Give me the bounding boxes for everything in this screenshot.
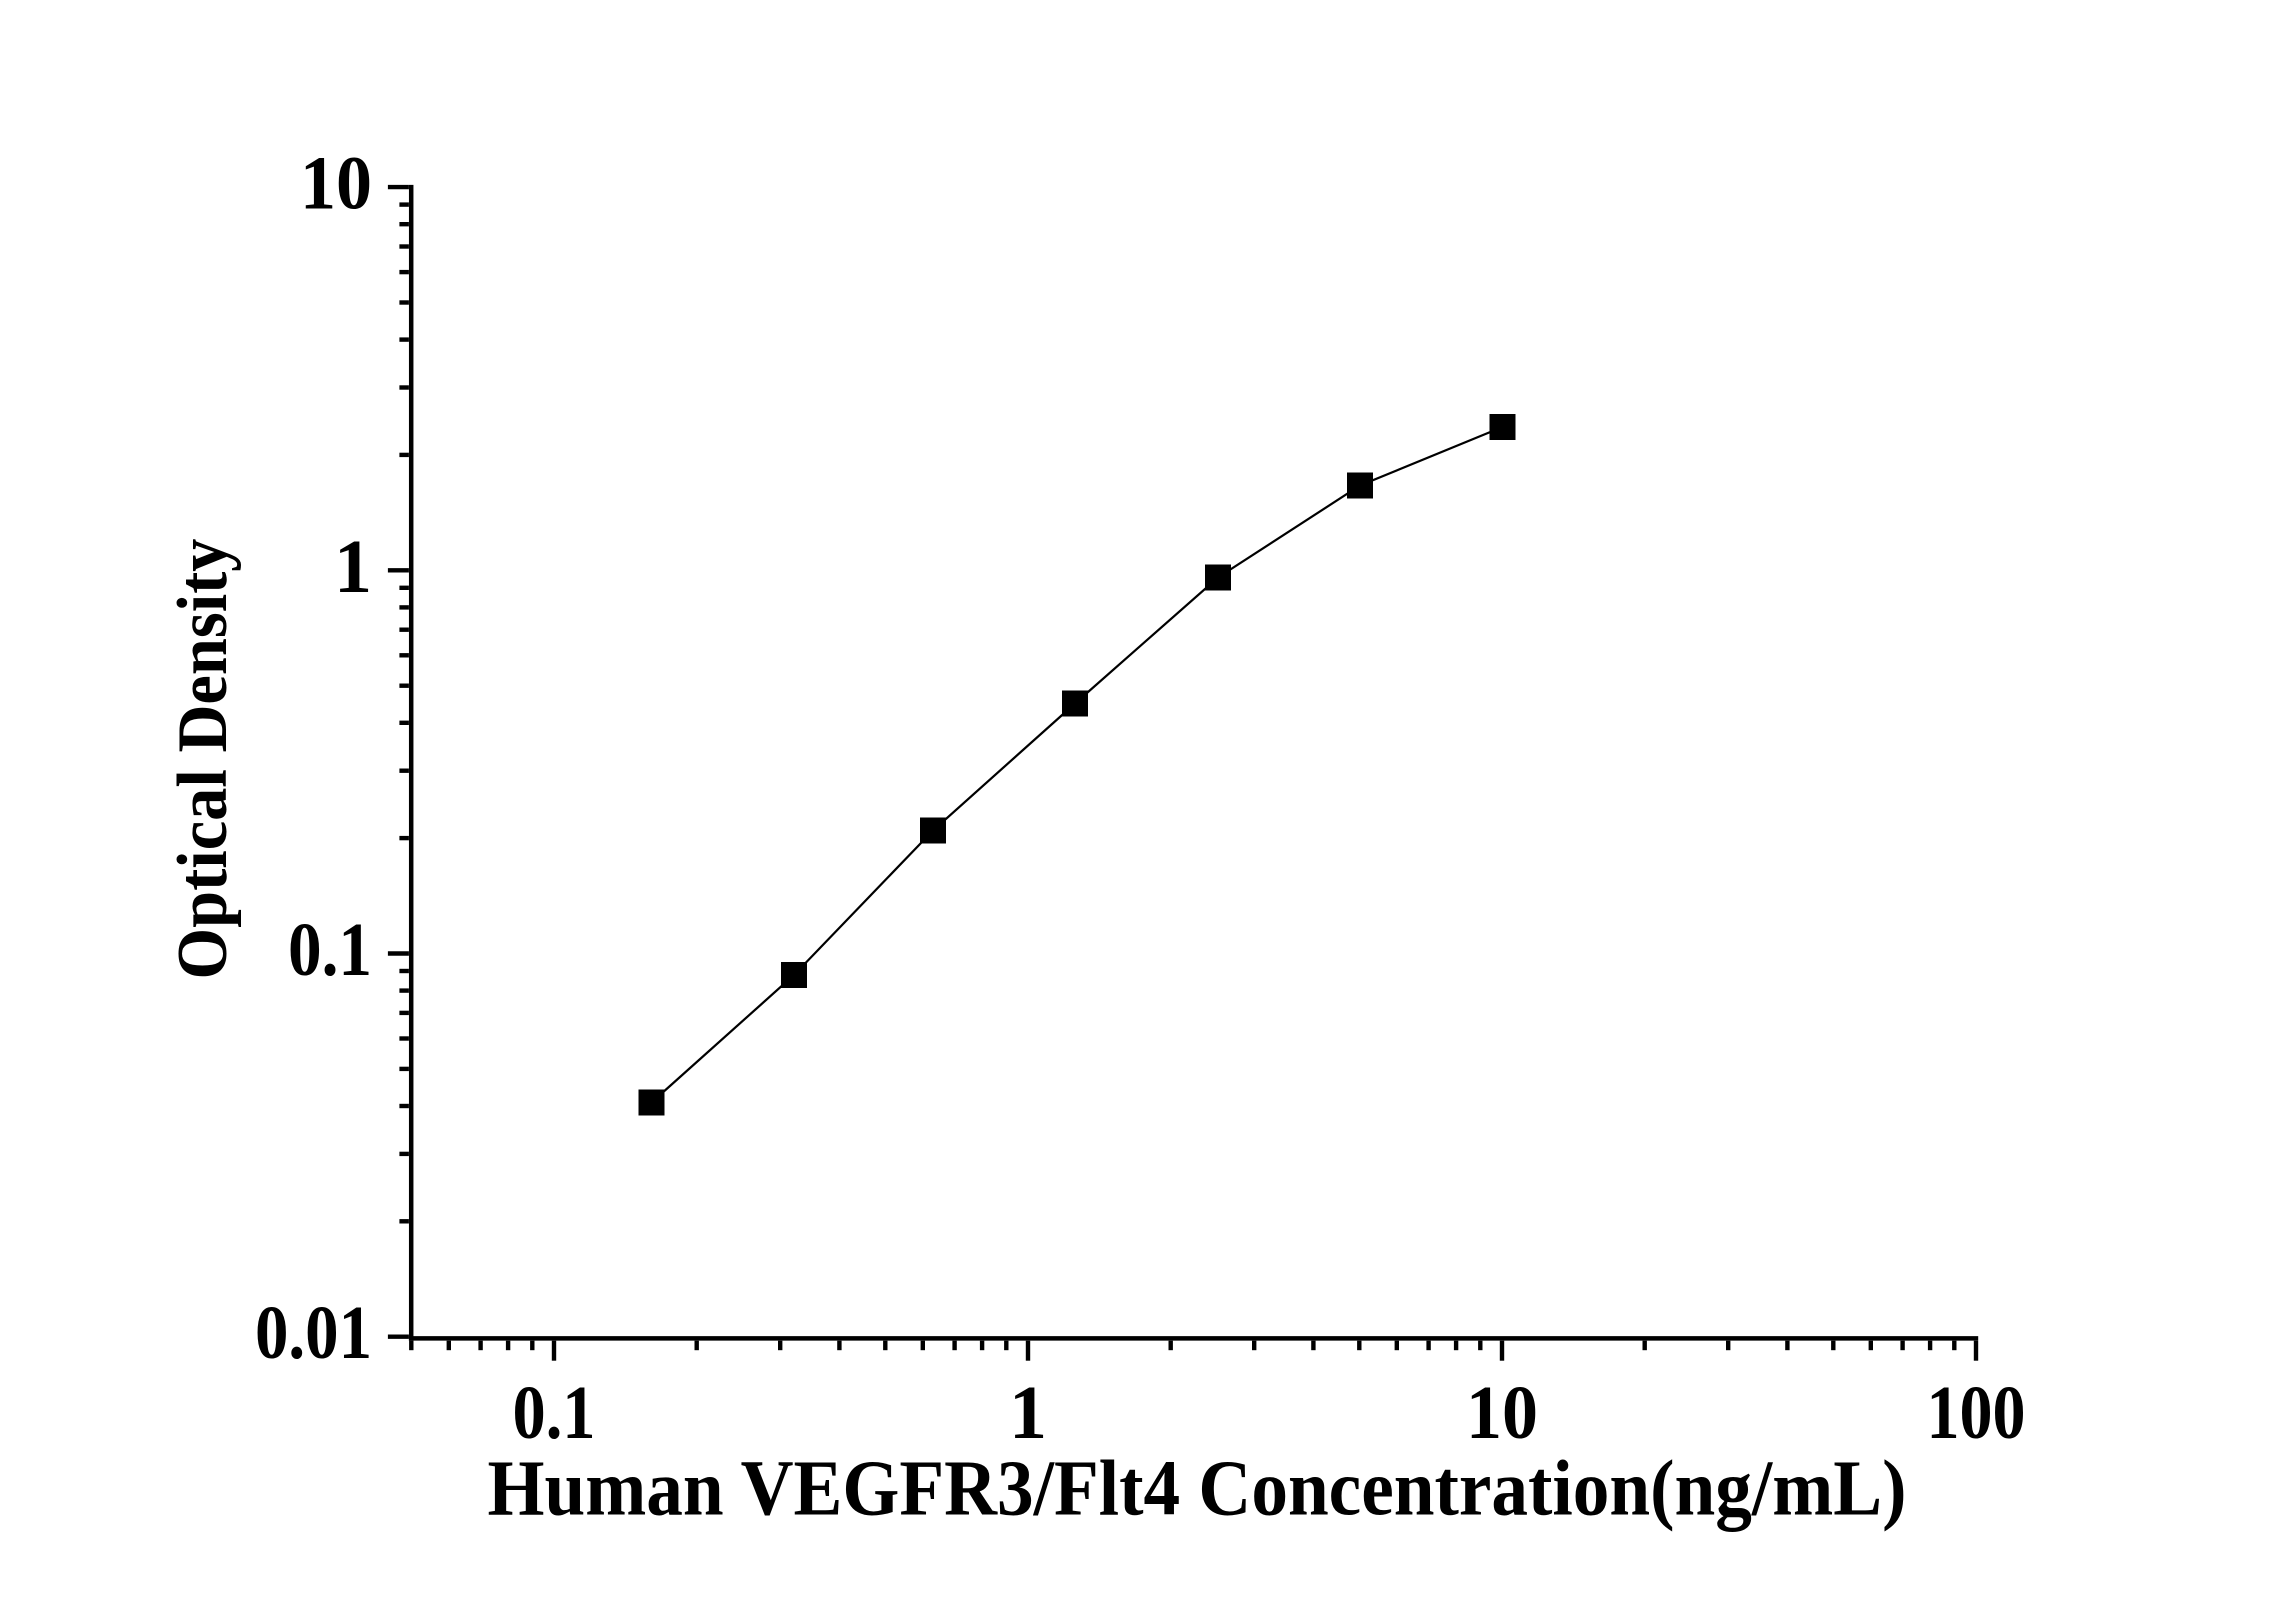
- svg-text:Human VEGFR3/Flt4 Concentratio: Human VEGFR3/Flt4 Concentration(ng/mL): [488, 1446, 1907, 1533]
- svg-text:0.1: 0.1: [513, 1371, 596, 1455]
- svg-text:0.1: 0.1: [288, 908, 372, 992]
- svg-text:10: 10: [1466, 1371, 1538, 1455]
- svg-text:0.01: 0.01: [255, 1291, 372, 1375]
- svg-text:1: 1: [334, 525, 372, 609]
- svg-text:1: 1: [1009, 1371, 1047, 1455]
- svg-text:100: 100: [1927, 1371, 2026, 1455]
- svg-text:10: 10: [300, 142, 372, 226]
- svg-text:Optical Density: Optical Density: [164, 539, 242, 980]
